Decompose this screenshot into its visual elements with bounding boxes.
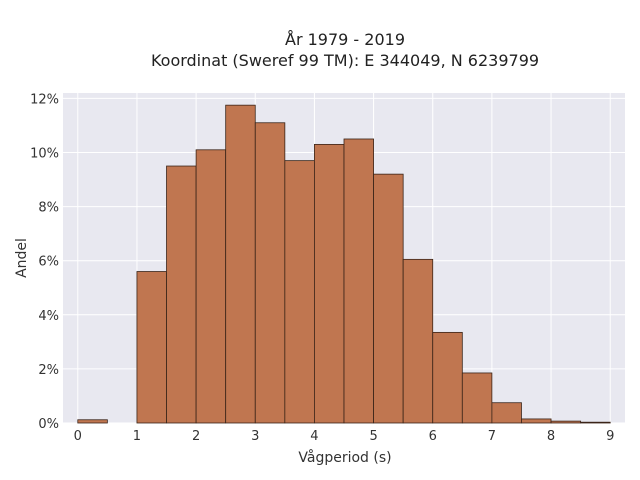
y-axis-ticks: 0% 2% 4% 6% 8% 10% 12% (30, 92, 59, 432)
y-tick-label: 8% (38, 201, 59, 216)
x-tick-label: 1 (133, 429, 141, 444)
y-tick-label: 6% (38, 255, 59, 270)
histogram-bar (166, 165, 197, 424)
x-tick-label: 5 (369, 429, 377, 444)
x-tick-label: 3 (251, 429, 259, 444)
y-tick-label: 12% (30, 92, 59, 107)
histogram-bar (521, 418, 552, 424)
x-tick-label: 6 (429, 429, 437, 444)
y-tick-label: 2% (38, 363, 59, 378)
y-axis-label: Andel (14, 238, 30, 278)
histogram-bar (195, 149, 227, 424)
y-tick-label: 4% (38, 309, 59, 324)
histogram-bar (284, 160, 315, 424)
y-tick-label: 10% (30, 147, 59, 162)
histogram-bar (136, 271, 167, 424)
histogram-bar (432, 331, 463, 424)
x-tick-label: 9 (606, 429, 614, 444)
x-tick-label: 2 (192, 429, 200, 444)
x-tick-label: 0 (74, 429, 82, 444)
chart-title-line-1: År 1979 - 2019 (285, 30, 405, 49)
histogram-bar (580, 421, 611, 424)
bars (77, 104, 611, 424)
x-tick-label: 7 (488, 429, 496, 444)
histogram-bar (461, 372, 493, 424)
x-axis-ticks: 0 1 2 3 4 5 6 7 8 9 (74, 429, 615, 444)
histogram-bar (343, 138, 374, 424)
histogram-bar (254, 122, 286, 424)
histogram-bar (77, 419, 108, 424)
chart-title-line-2: Koordinat (Sweref 99 TM): E 344049, N 62… (151, 51, 539, 70)
x-tick-label: 4 (310, 429, 318, 444)
histogram-bar (550, 420, 582, 424)
histogram-bar (225, 104, 256, 424)
x-tick-label: 8 (547, 429, 555, 444)
histogram-bar (314, 143, 345, 424)
histogram-bar (491, 402, 522, 424)
histogram-bar (373, 173, 404, 424)
x-axis-label: Vågperiod (s) (298, 449, 391, 466)
y-tick-label: 0% (38, 417, 59, 432)
histogram-bar (402, 258, 434, 424)
